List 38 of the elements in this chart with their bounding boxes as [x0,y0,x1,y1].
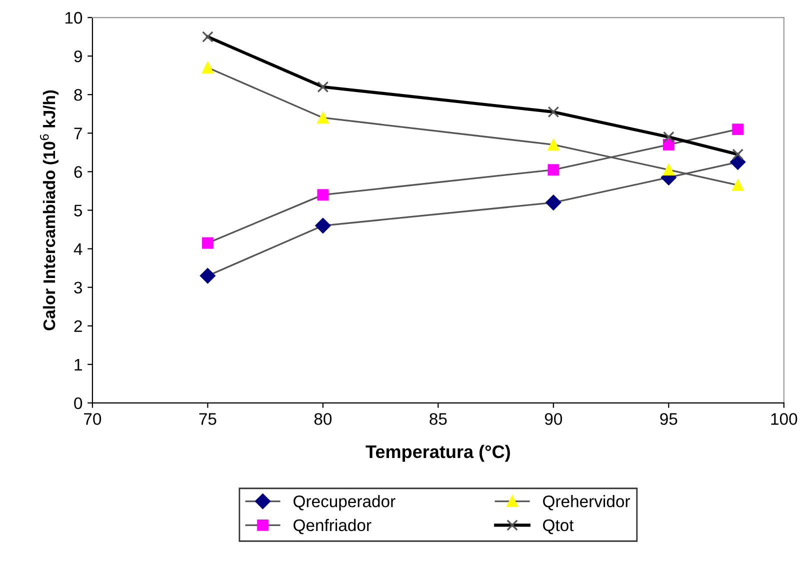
y-tick-label: 0 [74,397,82,410]
point [548,164,560,176]
y-tick-label: 2 [74,320,82,332]
point [662,164,674,176]
point [202,62,214,74]
x-tick-label: 95 [660,413,678,425]
y-tick-label: 5 [74,204,82,216]
x-tick-label: 85 [430,413,447,425]
point [317,112,329,124]
x-tick-label: 80 [314,413,332,425]
y-axis-title: Calor Intercambiado (10$^{6}$ kJ/h) [40,90,58,330]
x-tick-label: 75 [199,413,216,425]
legend-label: Qrehervidor [543,495,630,510]
y-tick-label: 10 [65,12,82,24]
x-tick-label: 100 [771,413,798,425]
point [202,237,214,249]
legend-label: Qtot [543,519,574,534]
point [546,194,562,210]
x-tick-label: 70 [84,413,102,425]
y-tick-label: 7 [74,128,82,140]
point [317,189,329,201]
point [548,139,560,150]
y-tick-label: 1 [74,358,82,370]
x-axis-title: Temperatura (°C) [366,444,510,462]
y-tick-label: 9 [74,50,82,62]
point [732,179,744,191]
point [730,154,746,170]
y-tick-label: 4 [74,243,82,255]
legend-label: Qenfriador [294,518,372,534]
x-tick-label: 90 [544,413,562,425]
point [732,124,744,135]
point [200,268,216,284]
point [662,139,674,150]
y-tick-label: 8 [74,89,82,101]
y-tick-label: 3 [74,282,82,294]
legend-label: Qrecuperador [294,495,396,511]
point [315,218,331,234]
y-tick-label: 6 [74,166,82,178]
